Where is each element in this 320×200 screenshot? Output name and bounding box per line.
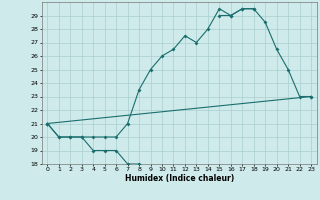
X-axis label: Humidex (Indice chaleur): Humidex (Indice chaleur) xyxy=(124,174,234,183)
